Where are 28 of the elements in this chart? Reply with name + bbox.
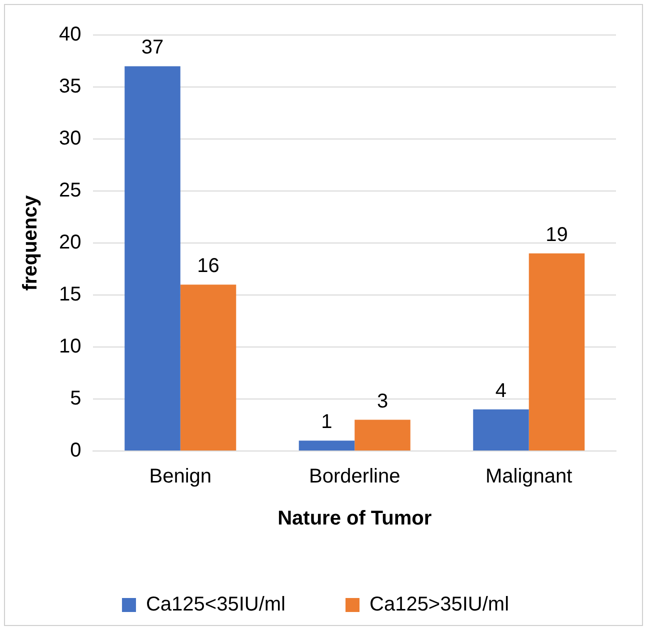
y-tick-label: 30 xyxy=(58,128,82,150)
y-tick-label: 35 xyxy=(58,76,82,98)
bar xyxy=(298,440,355,450)
y-tick-label: 0 xyxy=(70,440,82,462)
x-tick-label: Benign xyxy=(149,466,212,488)
data-label: 1 xyxy=(321,411,332,434)
y-tick-label: 10 xyxy=(58,336,82,358)
y-tick-label: 5 xyxy=(70,388,82,410)
bar xyxy=(124,66,180,450)
data-label: 3 xyxy=(376,390,388,412)
data-label: 16 xyxy=(197,255,220,278)
data-label: 19 xyxy=(546,224,568,246)
bar xyxy=(354,420,410,450)
x-tick-label: Borderline xyxy=(309,466,400,488)
y-tick-label: 40 xyxy=(58,24,82,46)
bar xyxy=(180,284,236,450)
legend-label: Ca125<35IU/ml xyxy=(146,594,286,616)
bar xyxy=(528,253,585,450)
x-tick-label: Malignant xyxy=(486,466,573,488)
y-tick-label: 25 xyxy=(58,180,82,202)
bar xyxy=(473,409,529,450)
y-tick-label: 15 xyxy=(58,284,82,306)
data-label: 37 xyxy=(141,36,164,59)
legend-label: Ca125>35IU/ml xyxy=(370,594,510,616)
x-axis-title: Nature of Tumor xyxy=(278,508,432,530)
y-tick-label: 20 xyxy=(58,232,82,254)
data-label: 4 xyxy=(495,380,507,402)
y-axis-title: frequency xyxy=(20,194,42,291)
